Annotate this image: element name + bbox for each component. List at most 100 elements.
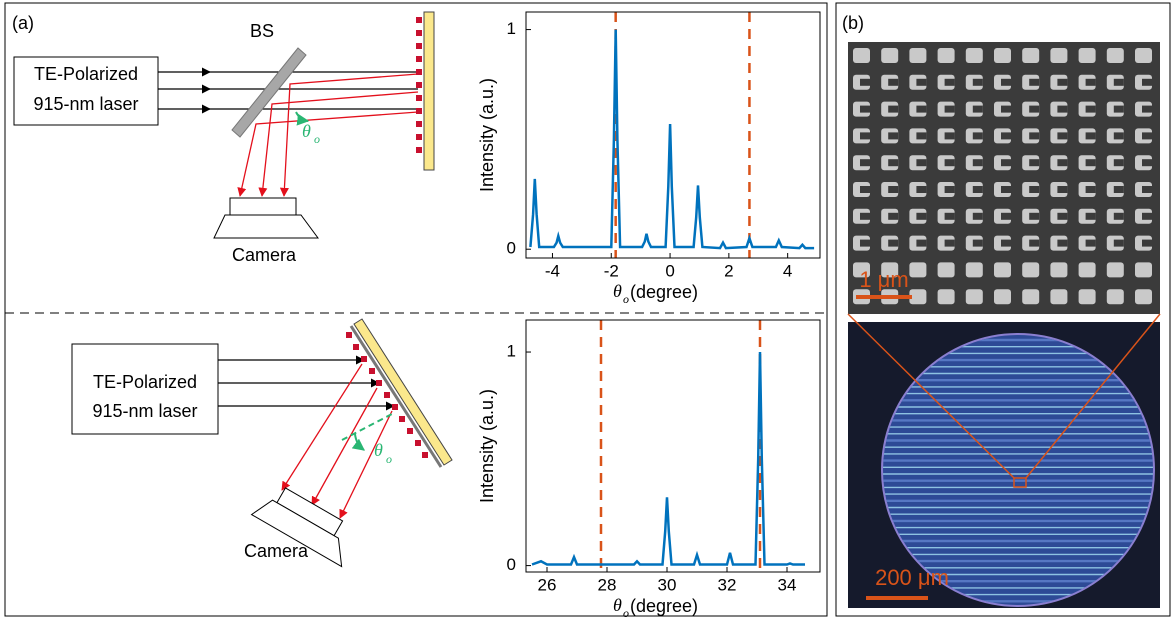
notch — [972, 212, 983, 220]
x-axis-label-unit: (degree) — [630, 596, 698, 616]
sem-pillars — [853, 48, 1152, 305]
setup-bottom: TE-Polarized 915-nm laser θ o Camera — [71, 318, 453, 568]
notch — [1085, 132, 1096, 140]
notch — [1085, 105, 1096, 113]
notch — [972, 186, 983, 193]
notch — [888, 186, 899, 193]
notch — [1113, 186, 1124, 193]
notch — [1085, 159, 1096, 167]
notch — [860, 186, 870, 193]
x-tick-label: 32 — [718, 575, 737, 594]
notch — [860, 78, 870, 86]
intensity-line — [529, 29, 815, 250]
notch — [1113, 132, 1124, 140]
metasurface-pillars — [346, 332, 428, 458]
intensity-line — [531, 351, 805, 566]
notch — [1029, 186, 1040, 193]
notch — [888, 159, 899, 167]
notch — [916, 239, 927, 247]
x-tick-label: -2 — [604, 261, 619, 280]
x-axis-label-sub: o — [623, 292, 629, 306]
notch — [1001, 78, 1011, 86]
notch — [1057, 132, 1068, 140]
camera-label: Camera — [232, 245, 297, 265]
zoom-lines — [847, 313, 1161, 488]
reflected-beams — [237, 73, 419, 197]
angle-arrow — [351, 433, 365, 451]
notch — [944, 212, 955, 220]
x-axis-label: θ — [613, 281, 622, 301]
notch — [1057, 105, 1068, 113]
y-tick-label: 0 — [507, 239, 516, 258]
pillar — [1106, 289, 1124, 305]
notch — [1085, 239, 1096, 247]
pillar — [965, 262, 983, 278]
pillar — [1078, 48, 1096, 63]
pillar — [1022, 289, 1040, 305]
notch — [860, 212, 870, 220]
laser-label: TE-Polarized — [93, 372, 197, 392]
notch — [1001, 105, 1011, 113]
notch — [1001, 132, 1011, 140]
notch — [1113, 159, 1124, 167]
notch — [1113, 78, 1124, 86]
notch — [860, 159, 870, 167]
angle-label: θ — [374, 440, 383, 460]
y-tick-label: 1 — [507, 342, 516, 361]
pillar — [881, 48, 899, 63]
beam-splitter — [231, 47, 307, 138]
x-axis-label-unit: (degree) — [630, 282, 698, 302]
notch — [888, 239, 899, 247]
notch — [1142, 212, 1152, 220]
notch — [1142, 78, 1152, 86]
notch — [1029, 132, 1040, 140]
beams — [158, 67, 418, 114]
notch — [888, 78, 899, 86]
notch — [972, 132, 983, 140]
laser-label: 915-nm laser — [92, 401, 197, 421]
notch — [1142, 105, 1152, 113]
pillar — [937, 289, 955, 305]
notch — [1085, 186, 1096, 193]
notch — [916, 212, 927, 220]
pillar — [1050, 262, 1068, 278]
notch — [1029, 78, 1040, 86]
notch — [944, 159, 955, 167]
notch — [1085, 212, 1096, 220]
pillar — [909, 289, 927, 305]
pillar — [965, 289, 983, 305]
pillar — [1050, 289, 1068, 305]
x-tick-label: 30 — [658, 575, 677, 594]
x-axis-label: θ — [613, 595, 622, 615]
pillar — [1022, 262, 1040, 278]
pillar — [853, 48, 870, 63]
x-tick-label: 26 — [538, 575, 557, 594]
notch — [1029, 159, 1040, 167]
laser-label: TE-Polarized — [34, 64, 138, 84]
pillar — [994, 48, 1011, 63]
notch — [1113, 239, 1124, 247]
notch — [1057, 212, 1068, 220]
pillar — [937, 48, 955, 63]
y-tick-label: 0 — [507, 555, 516, 574]
x-tick-label: -4 — [545, 261, 560, 280]
angle-sub: o — [386, 452, 392, 466]
notch — [972, 239, 983, 247]
panel-b-frame — [835, 2, 1171, 617]
panel-a-frame — [4, 2, 828, 617]
notch — [944, 186, 955, 193]
notch — [888, 212, 899, 220]
pillar — [937, 262, 955, 278]
y-axis-label: Intensity (a.u.) — [477, 78, 497, 192]
reflected-beams — [281, 363, 393, 519]
notch — [972, 78, 983, 86]
notch — [1142, 186, 1152, 193]
notch — [1142, 159, 1152, 167]
pillar — [965, 48, 983, 63]
notch — [1001, 239, 1011, 247]
notch — [916, 78, 927, 86]
notch — [916, 159, 927, 167]
notch — [860, 132, 870, 140]
pillar — [909, 48, 927, 63]
